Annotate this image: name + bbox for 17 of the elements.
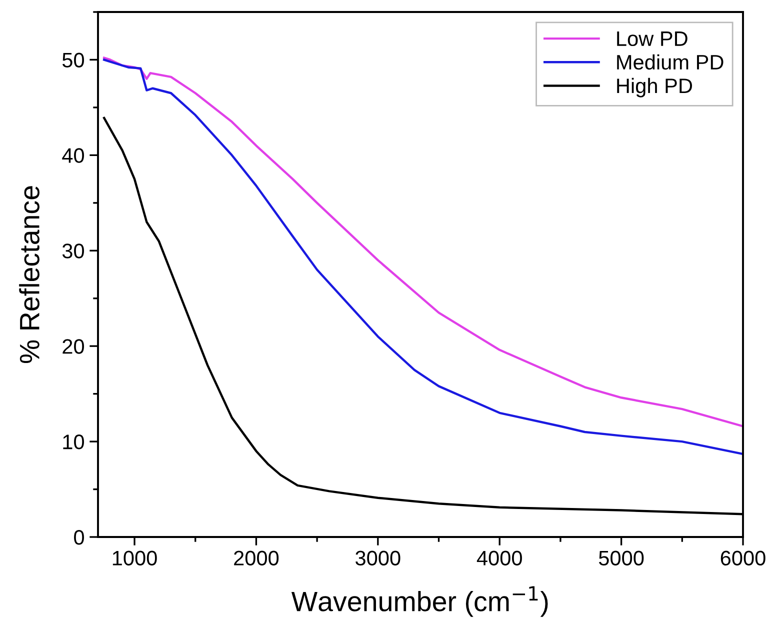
- x-tick-label: 6000: [720, 550, 766, 566]
- x-tick-label: 5000: [598, 550, 644, 566]
- y-tick-label: 0: [74, 530, 84, 545]
- x-tick-label: 2000: [234, 550, 279, 566]
- x-axis-title: Wavenumber (cm$^{−1}$): [291, 586, 548, 617]
- y-axis-title: % Reflectance: [19, 186, 40, 364]
- x-tick-label: 4000: [476, 550, 522, 566]
- y-tick-label: 40: [62, 148, 84, 163]
- x-tick-label: 3000: [356, 550, 400, 566]
- y-tick-label: 10: [63, 434, 84, 450]
- y-tick-label: 20: [62, 339, 84, 354]
- y-tick-label: 50: [62, 52, 84, 68]
- legend-label: Medium PD: [617, 54, 724, 70]
- legend-label: Low PD: [617, 32, 688, 46]
- x-tick-label: 1000: [112, 550, 157, 566]
- legend-label: High PD: [617, 78, 692, 98]
- y-tick-label: 30: [62, 244, 84, 258]
